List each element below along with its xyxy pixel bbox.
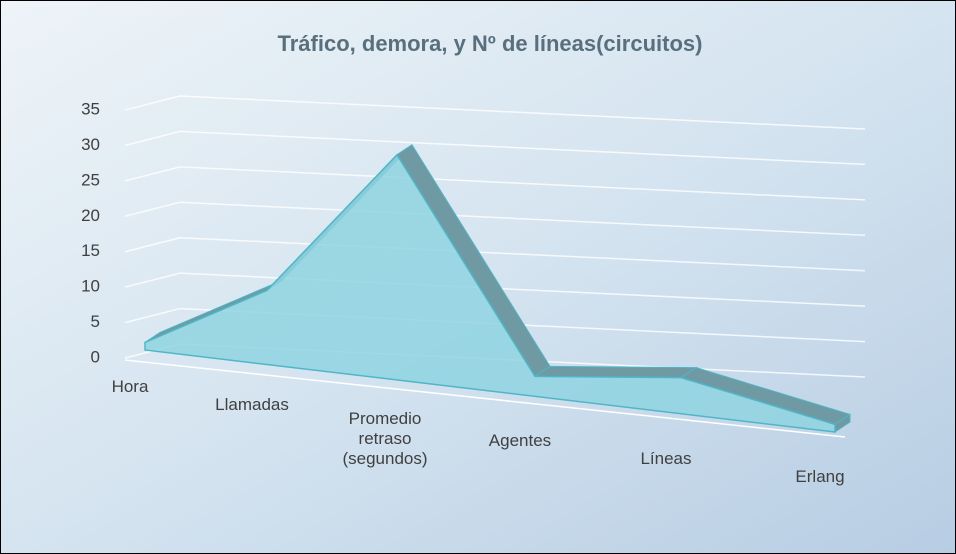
y-tick-label: 5 [91,312,100,331]
grid-line [124,236,866,272]
y-tick-label: 10 [81,277,100,296]
y-tick-label: 30 [81,135,100,154]
y-tick-label: 25 [81,170,100,189]
grid-line [124,307,866,343]
grid-line [124,272,866,307]
floor-edge [124,359,846,438]
grid-line [124,130,866,166]
grid-line [124,95,866,130]
x-tick-label: Hora [111,377,149,396]
x-tick-label: Agentes [488,431,552,450]
grid-line [124,201,866,237]
chart-title: Tráfico, demora, y Nº de líneas(circuito… [278,31,703,56]
x-tick-label: Erlang [795,467,845,486]
y-tick-label: 15 [81,241,100,260]
y-tick-label: 0 [91,347,100,366]
y-tick-label: 35 [81,99,100,118]
area [144,153,836,433]
y-tick-label: 20 [81,206,100,225]
x-tick-label: Líneas [640,449,692,468]
x-tick-label: Llamadas [215,395,289,414]
x-tick-label: Promedio retraso (segundos) [342,409,428,468]
grid-line [124,166,866,201]
